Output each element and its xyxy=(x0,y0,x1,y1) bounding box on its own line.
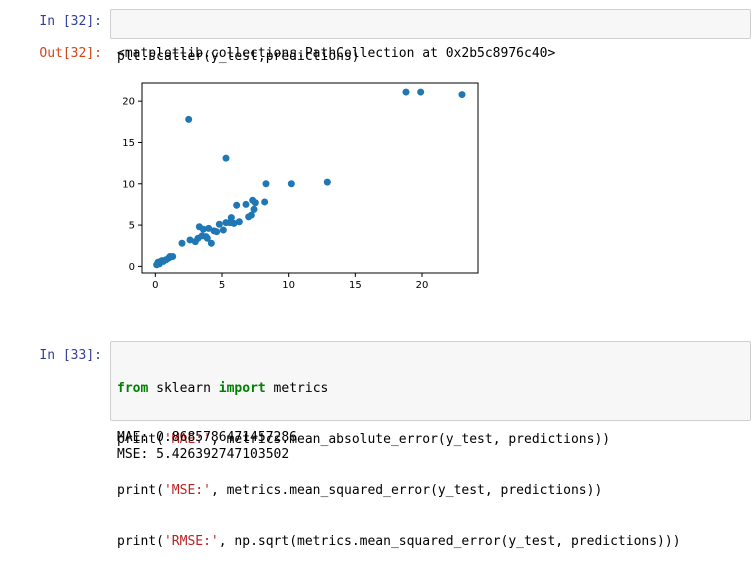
scatter-point xyxy=(402,88,410,96)
code-line: plt.scatter(y_test,predictions) xyxy=(117,49,360,64)
code-line: from sklearn import metrics xyxy=(117,381,329,396)
scatter-point xyxy=(458,91,466,99)
code-cell-32[interactable]: plt.scatter(y_test,predictions) xyxy=(110,9,751,64)
scatter-point xyxy=(242,200,250,208)
scatter-point xyxy=(227,214,235,222)
x-tick-label: 10 xyxy=(282,280,295,291)
x-tick-label: 20 xyxy=(416,280,429,291)
input-prompt-32: In [32]: xyxy=(39,14,102,29)
scatter-point xyxy=(262,180,270,188)
scatter-point xyxy=(185,115,193,123)
scatter-point xyxy=(287,180,295,188)
scatter-point xyxy=(247,211,255,219)
input-prompt-33: In [33]: xyxy=(39,348,102,363)
scatter-plot: 0 5 10 15 20 0 5 10 15 20 xyxy=(122,82,479,291)
code-cell-33[interactable]: from sklearn import metrics print('MAE:'… xyxy=(110,341,751,549)
plot-area xyxy=(141,82,479,274)
scatter-point xyxy=(219,226,227,234)
code-line: print('MSE:', metrics.mean_squared_error… xyxy=(117,483,603,498)
scatter-point xyxy=(215,220,223,228)
scatter-point xyxy=(186,236,194,244)
scatter-point xyxy=(178,239,186,247)
scatter-point xyxy=(222,154,230,162)
scatter-point xyxy=(417,88,425,96)
x-tick-label: 5 xyxy=(219,280,225,291)
y-tick-label: 15 xyxy=(122,138,135,149)
scatter-point xyxy=(169,252,177,260)
scatter-point xyxy=(199,225,207,233)
scatter-point xyxy=(323,178,331,186)
scatter-point xyxy=(230,219,238,227)
x-tick-label: 15 xyxy=(349,280,362,291)
x-tick-label: 0 xyxy=(152,280,158,291)
output-line-mae: MAE: 0.8685786471457286 xyxy=(117,430,298,445)
y-tick-label: 20 xyxy=(122,97,135,108)
output-prompt-32: Out[32]: xyxy=(39,46,102,61)
scatter-point xyxy=(203,234,211,242)
scatter-point xyxy=(235,218,243,226)
scatter-point xyxy=(233,201,241,209)
output-text-32: <matplotlib.collections.PathCollection a… xyxy=(117,46,556,61)
code-line: print('MAE:', metrics.mean_absolute_erro… xyxy=(117,432,611,447)
scatter-point xyxy=(261,198,269,206)
code-line: print('RMSE:', np.sqrt(metrics.mean_squa… xyxy=(117,534,681,549)
output-line-mse: MSE: 5.426392747103502 xyxy=(117,447,290,462)
scatter-point xyxy=(251,199,259,207)
scatter-point xyxy=(205,224,213,232)
scatter-point xyxy=(250,205,258,213)
scatter-point xyxy=(213,228,221,236)
y-tick-label: 0 xyxy=(129,262,135,273)
y-tick-label: 10 xyxy=(122,179,135,190)
y-tick-label: 5 xyxy=(129,221,135,232)
scatter-point xyxy=(207,239,215,247)
